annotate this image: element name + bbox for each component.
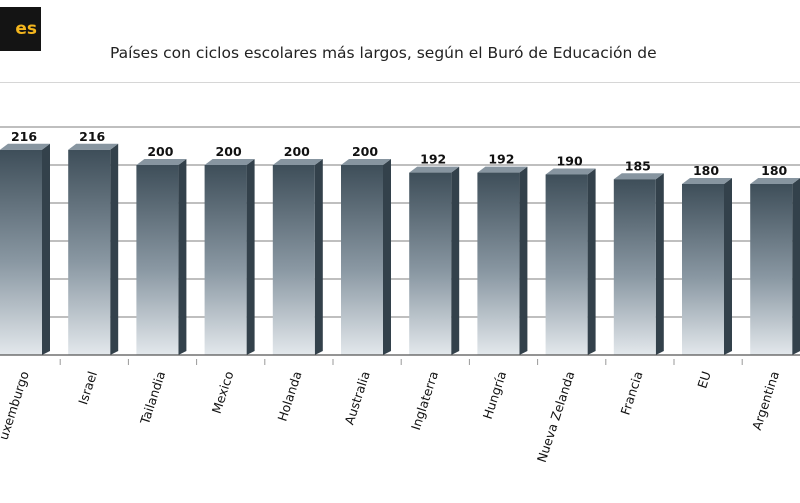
x-tick-label: EU: [694, 369, 714, 390]
bar-side: [724, 178, 732, 355]
bar-side: [383, 159, 391, 355]
data-label: 200: [147, 144, 173, 159]
data-label: 180: [693, 163, 719, 178]
bar-top: [409, 166, 460, 173]
bar-top: [68, 143, 119, 150]
title-divider: [0, 82, 800, 83]
data-label: 192: [488, 152, 514, 167]
data-label: 216: [79, 129, 105, 144]
bar: [272, 165, 315, 355]
bar-top: [613, 173, 664, 180]
bar-side: [792, 178, 800, 355]
bar: [409, 172, 452, 355]
x-tick-label: Israel: [75, 369, 100, 406]
bar-side: [655, 173, 664, 355]
x-tick-label: Argentina: [749, 369, 782, 432]
x-tick-label: uxemburgo: [0, 369, 32, 441]
bar: [68, 149, 111, 355]
bar: [204, 165, 247, 355]
data-label: 200: [216, 144, 242, 159]
bar-top: [545, 168, 596, 175]
bar-side: [519, 166, 528, 355]
bar-top: [272, 159, 323, 165]
bar: [341, 165, 383, 355]
x-tick-label: Francia: [617, 369, 645, 416]
bar-side: [314, 159, 323, 355]
x-tick-label: Tailandia: [137, 369, 169, 427]
data-label: 192: [420, 152, 446, 167]
bar: [613, 179, 656, 355]
bar-top: [136, 159, 187, 165]
bar-top: [682, 178, 732, 184]
bar-side: [451, 166, 460, 355]
data-label: 190: [557, 154, 583, 169]
x-tick-label: Inglaterra: [408, 369, 441, 432]
data-label: 200: [284, 144, 310, 159]
x-tick-label: Australia: [341, 369, 372, 426]
data-label: 185: [625, 158, 651, 173]
bar: [545, 174, 588, 355]
x-tick-label: Holanda: [274, 369, 304, 423]
bar-top: [750, 178, 800, 184]
data-label: 180: [761, 163, 787, 178]
bar: [0, 149, 42, 355]
data-label: 200: [352, 144, 378, 159]
bar: [750, 184, 793, 355]
section-badge-text: es: [15, 19, 37, 39]
section-badge: es: [0, 7, 41, 51]
bar-top: [204, 159, 255, 165]
x-tick-label: Hungría: [480, 369, 510, 421]
bar: [136, 165, 179, 355]
bar-side: [110, 143, 119, 355]
bar-side: [246, 159, 255, 355]
bar-top: [477, 166, 528, 173]
bar: [682, 184, 724, 355]
bar-top: [0, 143, 50, 150]
bar-top: [341, 159, 391, 165]
bar: [477, 172, 520, 355]
data-label: 216: [11, 129, 37, 144]
chart-title: Países con ciclos escolares más largos, …: [110, 44, 657, 62]
x-tick-label: Nueva Zelanda: [534, 369, 578, 464]
bar-side: [42, 143, 50, 355]
bar-side: [178, 159, 187, 355]
bar-side: [587, 168, 596, 355]
x-tick-label: Mexico: [209, 369, 237, 415]
